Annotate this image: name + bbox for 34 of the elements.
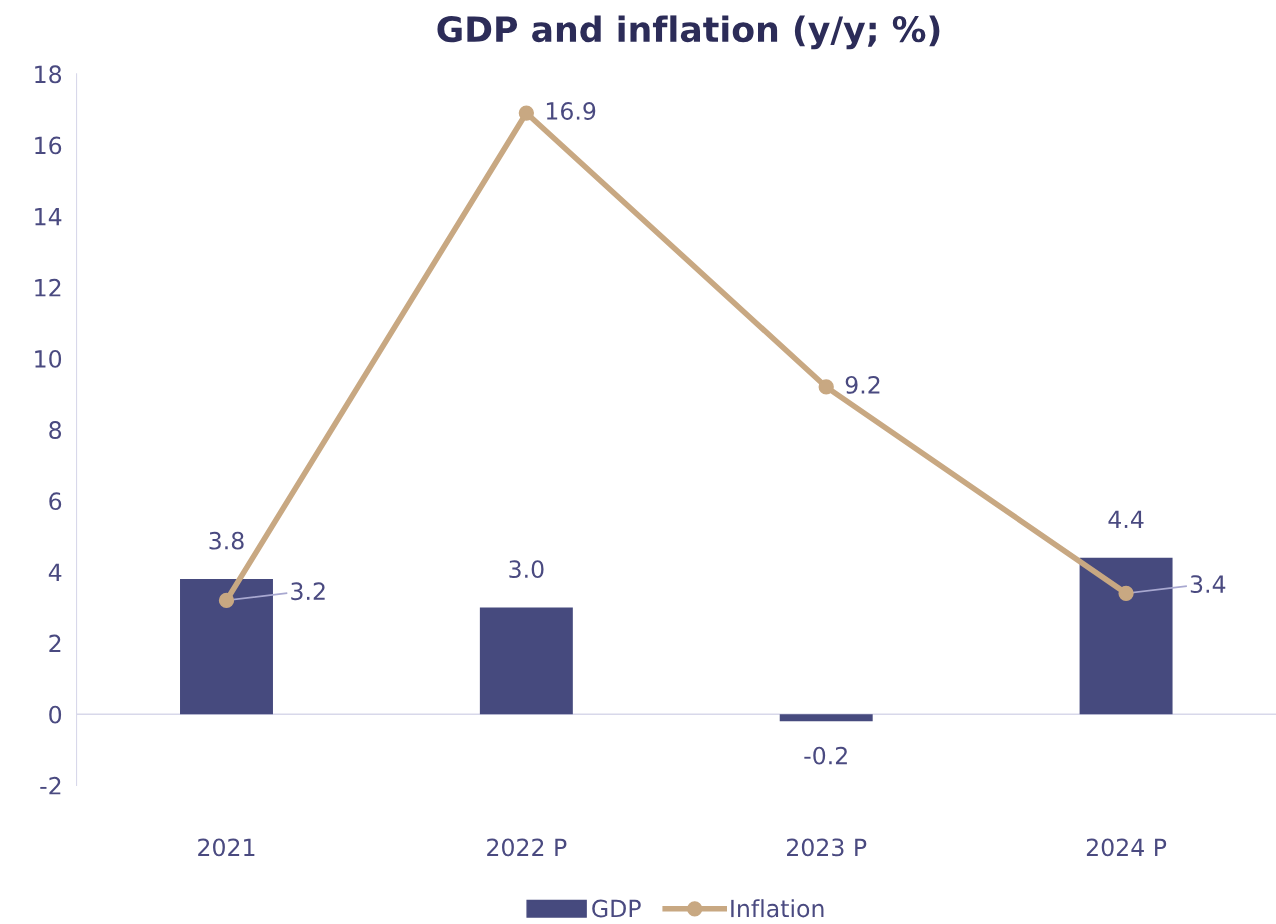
- legend-label: GDP: [592, 899, 641, 918]
- data-label: 3.0: [509, 560, 544, 579]
- data-label: 3.4: [1190, 575, 1226, 594]
- data-label: -0.2: [804, 746, 847, 765]
- y-tick-label: 8: [49, 421, 62, 439]
- data-label: 3.2: [291, 582, 325, 601]
- y-tick-label: 4: [48, 563, 62, 581]
- y-tick-label: 6: [49, 492, 62, 511]
- point: [218, 592, 235, 609]
- bar: [779, 714, 873, 722]
- bar: [479, 607, 573, 715]
- data-label: 9.2: [845, 375, 880, 394]
- y-tick-label: 12: [35, 278, 61, 297]
- y-tick-label: 18: [35, 65, 62, 84]
- y-tick-label: 0: [49, 705, 62, 724]
- bar: [180, 579, 273, 715]
- data-label: 3.8: [209, 531, 244, 550]
- y-tick-label: 10: [35, 349, 62, 368]
- point: [1118, 585, 1134, 601]
- y-tick-label: 16: [35, 136, 62, 155]
- y-tick-label: 2: [49, 634, 61, 653]
- point: [818, 379, 834, 395]
- y-tick-label: 14: [35, 207, 62, 226]
- x-tick-label: 2024 P: [1086, 838, 1167, 857]
- data-label: 16.9: [546, 102, 596, 120]
- bar: [1079, 557, 1173, 715]
- legend-label: Inflation: [731, 899, 824, 918]
- chart-title: GDP and inflation (y/y; %): [437, 15, 940, 50]
- x-tick-label: 2022 P: [487, 838, 567, 857]
- data-label: 4.4: [1108, 510, 1144, 528]
- x-tick-label: 2021: [198, 838, 255, 857]
- x-tick-label: 2023 P: [787, 838, 867, 857]
- point: [518, 105, 534, 121]
- y-tick-label: -2: [40, 776, 61, 795]
